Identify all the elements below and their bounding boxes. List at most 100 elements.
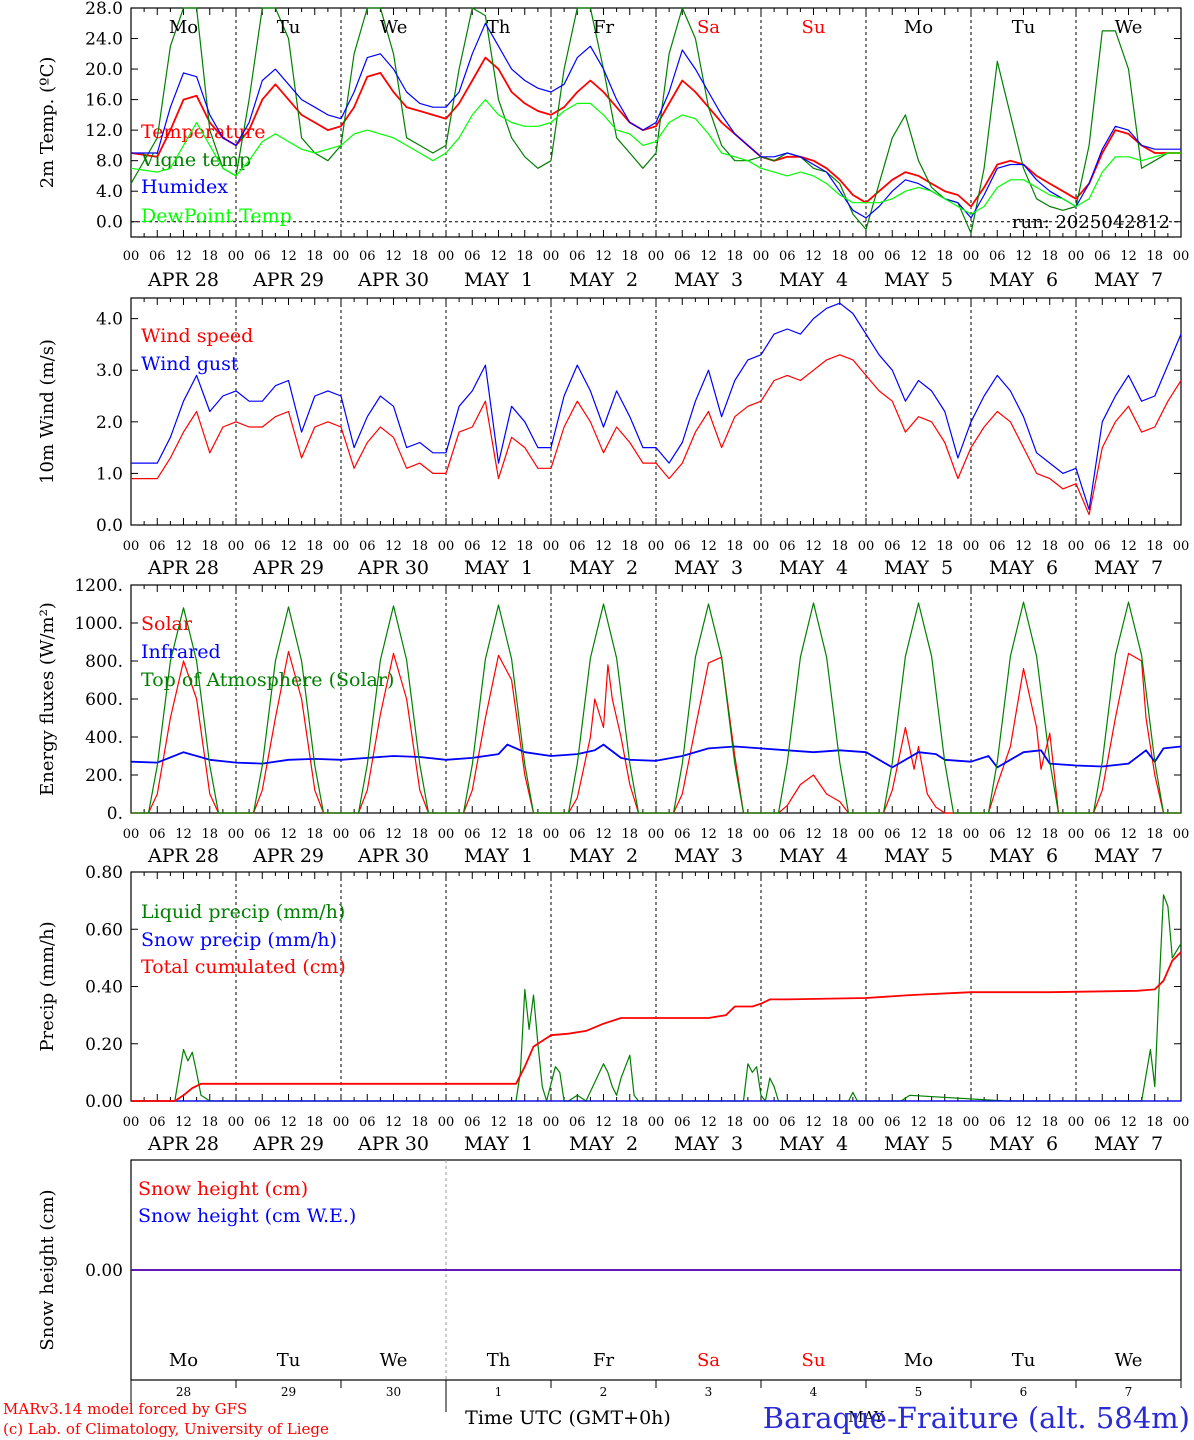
y-axis-label: Snow height (cm) xyxy=(37,1189,58,1350)
y-tick-label: 1200. xyxy=(74,576,123,596)
weekday-label: Sa xyxy=(697,1350,720,1371)
hour-tick-label: 00 xyxy=(753,1115,770,1130)
hour-tick-label: 06 xyxy=(779,249,796,264)
hour-tick-label: 00 xyxy=(858,827,875,842)
hour-tick-label: 12 xyxy=(595,539,612,554)
date-label: MAY 4 xyxy=(779,269,848,291)
legend-entry-2: Snow precip (mm/h) xyxy=(141,929,337,951)
date-label: APR 29 xyxy=(252,845,324,867)
hour-tick-label: 06 xyxy=(569,539,586,554)
hour-tick-label: 06 xyxy=(779,539,796,554)
hour-tick-label: 18 xyxy=(516,249,533,264)
hour-tick-label: 00 xyxy=(648,1115,665,1130)
hour-tick-label: 18 xyxy=(1146,827,1163,842)
series-line-3 xyxy=(131,951,1182,1102)
legend-entry-1: Snow height (cm) xyxy=(138,1178,308,1200)
y-tick-label: 4.0 xyxy=(96,182,123,202)
hour-tick-label: 12 xyxy=(385,1115,402,1130)
hour-tick-label: 06 xyxy=(149,1115,166,1130)
hour-tick-label: 06 xyxy=(359,539,376,554)
day-number-label: 29 xyxy=(281,1385,296,1399)
date-label: MAY 4 xyxy=(779,1133,848,1155)
weekday-label: Tu xyxy=(277,1350,301,1371)
hour-tick-label: 06 xyxy=(1094,249,1111,264)
weekday-label: Tu xyxy=(1012,17,1036,38)
hour-tick-label: 00 xyxy=(1068,827,1085,842)
hour-tick-label: 18 xyxy=(516,539,533,554)
date-label: MAY 1 xyxy=(464,1133,533,1155)
x-axis-title: Time UTC (GMT+0h) xyxy=(465,1407,671,1429)
hour-tick-label: 18 xyxy=(621,827,638,842)
hour-tick-label: 12 xyxy=(1015,827,1032,842)
hour-tick-label: 06 xyxy=(989,249,1006,264)
hour-tick-label: 18 xyxy=(411,249,428,264)
hour-tick-label: 06 xyxy=(779,1115,796,1130)
hour-tick-label: 00 xyxy=(228,1115,245,1130)
hour-tick-label: 18 xyxy=(831,827,848,842)
y-tick-label: 4.0 xyxy=(96,310,123,330)
hour-tick-label: 12 xyxy=(490,827,507,842)
date-label: MAY 2 xyxy=(569,1133,638,1155)
date-label: MAY 6 xyxy=(989,557,1058,579)
hour-tick-label: 12 xyxy=(700,827,717,842)
day-number-label: 1 xyxy=(495,1385,503,1399)
date-label: MAY 6 xyxy=(989,845,1058,867)
hour-tick-label: 06 xyxy=(464,1115,481,1130)
date-label: APR 28 xyxy=(147,845,219,867)
weekday-label: Mo xyxy=(904,17,933,38)
y-tick-label: 1000. xyxy=(74,614,123,634)
credit-line-model: MARv3.14 model forced by GFS xyxy=(3,1400,247,1418)
series-line-2 xyxy=(131,302,1182,511)
hour-tick-label: 12 xyxy=(385,827,402,842)
hour-tick-label: 00 xyxy=(1173,539,1190,554)
hour-tick-label: 18 xyxy=(1041,827,1058,842)
hour-tick-label: 00 xyxy=(543,1115,560,1130)
hour-tick-label: 00 xyxy=(858,249,875,264)
y-tick-label: 800. xyxy=(85,652,123,672)
hour-tick-label: 12 xyxy=(280,249,297,264)
date-label: MAY 7 xyxy=(1094,845,1163,867)
date-label: APR 30 xyxy=(357,557,429,579)
series-line-3 xyxy=(131,601,1181,814)
meteogram-panels: 0.04.08.012.016.020.024.028.02m Temp. (º… xyxy=(37,0,1189,1412)
hour-tick-label: 06 xyxy=(254,1115,271,1130)
hour-tick-label: 18 xyxy=(201,249,218,264)
series-line-2 xyxy=(130,743,1182,769)
date-label: MAY 1 xyxy=(464,845,533,867)
y-tick-label: 200. xyxy=(85,766,123,786)
hour-tick-label: 12 xyxy=(1120,1115,1137,1130)
hour-tick-label: 06 xyxy=(1094,539,1111,554)
legend-entry-2: Vigne temp xyxy=(140,149,251,171)
y-tick-label: 0.80 xyxy=(85,863,123,883)
hour-tick-label: 12 xyxy=(280,1115,297,1130)
hour-tick-label: 12 xyxy=(805,249,822,264)
series-line-2 xyxy=(130,7,1181,234)
hour-tick-label: 06 xyxy=(464,539,481,554)
hour-tick-label: 00 xyxy=(1173,1115,1190,1130)
y-axis-label: 2m Temp. (ºC) xyxy=(37,57,58,189)
y-tick-label: 0.0 xyxy=(96,516,123,536)
hour-tick-label: 18 xyxy=(1041,1115,1058,1130)
date-label: MAY 5 xyxy=(884,1133,953,1155)
y-tick-label: 0.00 xyxy=(85,1261,123,1281)
panel-1: 0.0 4.0 8.0 12.0 16.0 20.0 24.0 28.0 2m Temp. (º… xyxy=(37,0,1189,291)
y-tick-label: 1.0 xyxy=(96,464,123,484)
date-label: MAY 5 xyxy=(884,845,953,867)
hour-tick-label: 00 xyxy=(753,249,770,264)
y-axis-label: Precip (mm/h) xyxy=(37,921,58,1051)
hour-tick-label: 12 xyxy=(1015,539,1032,554)
hour-tick-label: 12 xyxy=(910,539,927,554)
hour-tick-label: 12 xyxy=(910,1115,927,1130)
hour-tick-label: 00 xyxy=(123,249,140,264)
hour-tick-label: 00 xyxy=(543,539,560,554)
hour-tick-label: 12 xyxy=(490,1115,507,1130)
series-line-1 xyxy=(130,56,1181,208)
date-label: APR 29 xyxy=(252,557,324,579)
date-label: MAY 5 xyxy=(884,269,953,291)
day-number-label: 2 xyxy=(600,1385,608,1399)
weekday-label: Th xyxy=(487,17,511,38)
day-number-label: 28 xyxy=(176,1385,191,1399)
hour-tick-label: 18 xyxy=(1041,539,1058,554)
weekday-label: We xyxy=(1115,1350,1143,1371)
series-line-3 xyxy=(131,22,1181,219)
